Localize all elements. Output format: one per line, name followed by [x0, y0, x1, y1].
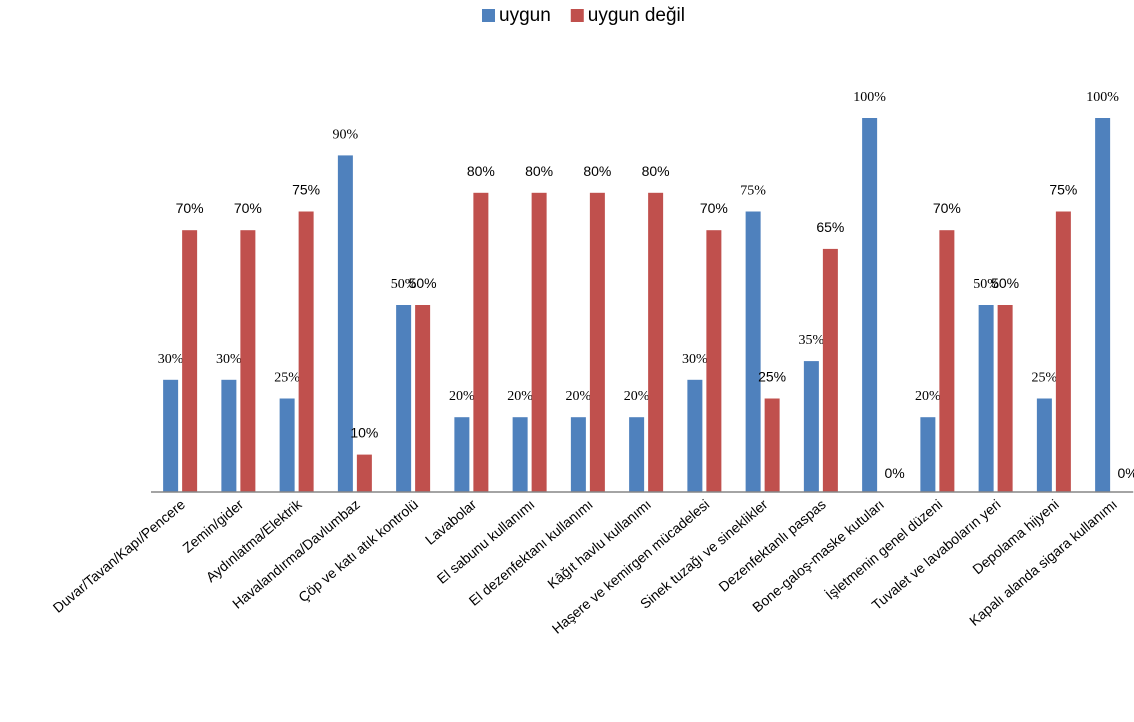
- value-label: 70%: [700, 200, 728, 216]
- bar: [337, 155, 353, 492]
- value-label: 20%: [915, 389, 941, 404]
- value-label: 25%: [758, 369, 786, 385]
- value-label: 80%: [642, 163, 670, 179]
- bar: [648, 192, 664, 493]
- bar: [1095, 118, 1111, 492]
- value-label: 0%: [885, 465, 905, 481]
- bar: [163, 379, 179, 492]
- value-label: 20%: [624, 389, 650, 404]
- value-label: 25%: [274, 371, 300, 386]
- bar: [745, 211, 761, 492]
- bar: [706, 230, 722, 492]
- value-label: 20%: [449, 389, 475, 404]
- value-label: 50%: [973, 277, 999, 292]
- value-label: 20%: [566, 389, 592, 404]
- x-tick-label: Lavabolar: [422, 496, 480, 548]
- value-label: 100%: [853, 90, 886, 105]
- bar: [396, 305, 412, 492]
- bar: [629, 417, 645, 492]
- value-label: 90%: [333, 127, 359, 142]
- bar: [1036, 398, 1052, 492]
- x-tick-label: Aydınlatma/Elektrik: [203, 495, 306, 585]
- bar: [570, 417, 586, 492]
- legend-swatch: [482, 9, 495, 22]
- value-label: 50%: [991, 275, 1019, 291]
- legend-label: uygun değil: [588, 5, 685, 26]
- bar: [279, 398, 295, 492]
- value-label: 65%: [816, 219, 844, 235]
- x-tick-label: İşletmenin genel düzeni: [822, 495, 946, 603]
- value-label: 20%: [507, 389, 533, 404]
- value-label: 25%: [1032, 371, 1058, 386]
- value-label: 35%: [799, 333, 825, 348]
- bar: [862, 118, 878, 492]
- bar: [415, 305, 431, 492]
- x-tick-label: El sabunu kullanımı: [434, 496, 538, 587]
- bar: [356, 454, 372, 492]
- bar: [803, 361, 819, 492]
- value-label: 50%: [391, 277, 417, 292]
- value-label: 30%: [216, 352, 242, 367]
- value-label: 70%: [234, 200, 262, 216]
- x-tick-label: Kâğıt havlu kullanımı: [544, 496, 654, 592]
- value-label: 30%: [682, 352, 708, 367]
- bar: [687, 379, 703, 492]
- value-label: 80%: [525, 163, 553, 179]
- value-label: 100%: [1086, 90, 1119, 105]
- bar: [298, 211, 314, 492]
- bar: [512, 417, 528, 492]
- value-label: 70%: [933, 200, 961, 216]
- bar: [764, 398, 780, 492]
- value-label: 80%: [583, 163, 611, 179]
- value-label: 75%: [1049, 182, 1077, 198]
- legend-label: uygun: [499, 5, 551, 26]
- x-tick-label: Çöp ve katı atık kontrolü: [295, 496, 421, 605]
- bar: [939, 230, 955, 492]
- bar: [920, 417, 936, 492]
- value-label: 50%: [409, 275, 437, 291]
- bar: [531, 192, 547, 493]
- bar: [978, 305, 994, 492]
- value-label: 75%: [740, 184, 766, 199]
- x-tick-label: Duvar/Tavan/Kapı/Pencere: [50, 496, 189, 616]
- value-label: 75%: [292, 182, 320, 198]
- bar: [473, 192, 489, 493]
- legend-swatch: [570, 9, 584, 22]
- bar: [822, 248, 838, 492]
- value-label: 10%: [350, 425, 378, 441]
- bar: [997, 305, 1013, 492]
- value-label: 30%: [158, 352, 184, 367]
- value-label: 0%: [1118, 465, 1134, 481]
- value-label: 70%: [176, 200, 204, 216]
- bar: [240, 230, 256, 492]
- bar: [221, 379, 237, 492]
- x-tick-label: Dezenfektanlı paspas: [715, 496, 828, 595]
- bar: [589, 192, 605, 493]
- bar: [182, 230, 198, 492]
- value-label: 80%: [467, 163, 495, 179]
- bar: [454, 417, 470, 492]
- bar: [1055, 211, 1071, 492]
